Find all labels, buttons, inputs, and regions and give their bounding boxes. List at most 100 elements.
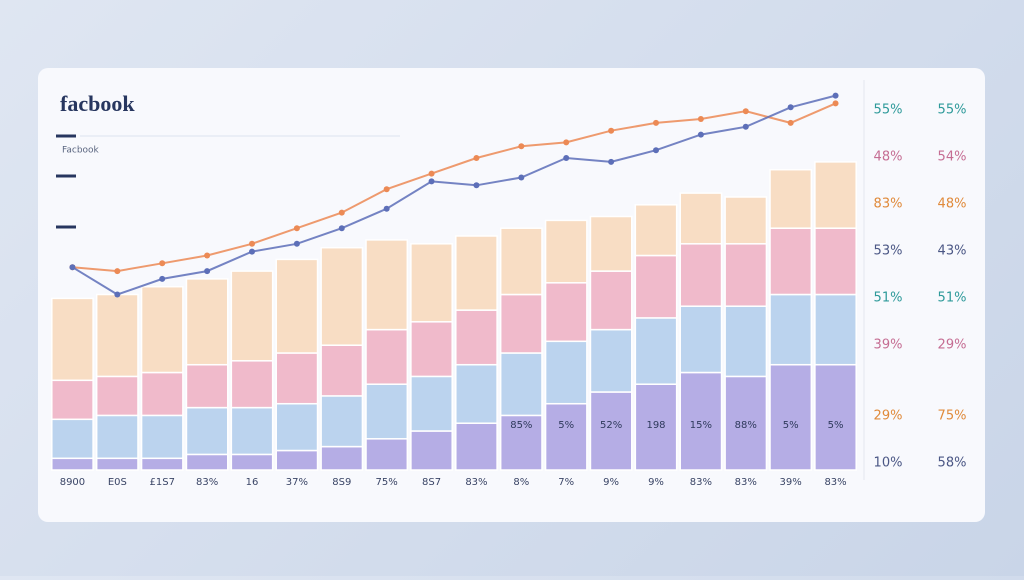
x-tick-label: 83% xyxy=(465,477,487,488)
line-series xyxy=(72,102,836,273)
line-point xyxy=(159,275,166,282)
side-label: 75% xyxy=(938,409,967,424)
bar-segment xyxy=(320,246,364,346)
line-point xyxy=(473,182,480,189)
x-tick-label: 75% xyxy=(376,477,398,488)
line-point xyxy=(383,205,390,212)
bar-segment xyxy=(499,352,543,417)
side-label: 51% xyxy=(938,291,967,306)
x-tick-label: 7% xyxy=(558,477,574,488)
side-label: 55% xyxy=(874,103,903,118)
line-point xyxy=(518,143,525,150)
value-label: 5% xyxy=(828,420,844,431)
bar-segment xyxy=(814,227,857,296)
line-point xyxy=(204,252,211,259)
bar-segment xyxy=(769,293,813,366)
x-tick-label: 16 xyxy=(246,477,259,488)
value-label: 198 xyxy=(646,420,665,431)
bar-segment xyxy=(499,227,543,296)
bar-segment xyxy=(544,402,588,471)
bar-segment xyxy=(769,168,813,229)
x-tick-label: 8S9 xyxy=(332,477,351,488)
bar-segment xyxy=(679,371,723,471)
line-point xyxy=(742,108,749,115)
side-label: 55% xyxy=(938,103,967,118)
bar-segment xyxy=(724,375,768,471)
bar-segment xyxy=(230,360,274,409)
bar-segment xyxy=(769,363,813,471)
bar-segment xyxy=(275,258,319,354)
side-label: 51% xyxy=(874,291,903,306)
chart-subtitle: Facbook xyxy=(62,146,100,156)
bar-segment xyxy=(455,363,498,424)
line-point xyxy=(653,147,659,154)
x-tick-label: 9% xyxy=(603,477,619,488)
x-tick-label: 83% xyxy=(735,477,757,488)
value-label: 52% xyxy=(600,420,622,431)
bar-segment xyxy=(365,383,409,440)
bar-segment xyxy=(544,340,588,405)
bar-segment xyxy=(51,457,94,471)
line-point xyxy=(473,155,480,161)
line-point xyxy=(742,123,749,130)
x-tick-label: 9% xyxy=(648,477,664,488)
bar-segment xyxy=(455,235,498,311)
bar-segment xyxy=(724,243,768,307)
bar-segment xyxy=(589,270,633,331)
line-point xyxy=(159,260,166,267)
side-label: 48% xyxy=(938,197,967,212)
value-label: 15% xyxy=(690,420,712,431)
line-point xyxy=(293,240,300,247)
bar-segment xyxy=(499,293,543,354)
line-point xyxy=(293,225,300,232)
bar-segment xyxy=(410,243,453,323)
bar-segment xyxy=(634,254,678,319)
bar-segment xyxy=(230,406,274,456)
line-point xyxy=(832,92,839,99)
bar-segment xyxy=(140,285,184,374)
bar-segment xyxy=(95,414,139,460)
bar-segment xyxy=(814,363,857,471)
bar-segment xyxy=(320,445,364,471)
line-point xyxy=(697,116,704,122)
bar-segment xyxy=(455,309,498,366)
bar-segment xyxy=(814,161,857,229)
bar-segment xyxy=(679,243,723,307)
bar-segment xyxy=(365,239,409,331)
line-point xyxy=(653,119,659,126)
line-point xyxy=(563,139,570,146)
bar-segment xyxy=(544,282,588,343)
x-tick-label: 8S7 xyxy=(422,477,441,488)
side-label: 29% xyxy=(874,409,903,424)
line-point xyxy=(114,291,121,298)
bar-segment xyxy=(95,293,139,378)
value-label: 5% xyxy=(783,420,799,431)
bar-segment xyxy=(140,457,184,471)
bar-segment xyxy=(769,227,813,296)
line-point xyxy=(832,100,839,107)
value-label: 88% xyxy=(735,420,757,431)
bar-segment xyxy=(499,414,543,471)
side-label: 53% xyxy=(874,244,903,259)
bar-segment xyxy=(634,317,678,385)
bar-segment xyxy=(679,305,723,374)
bar-segment xyxy=(365,328,409,385)
side-label: 54% xyxy=(938,150,967,165)
side-label: 83% xyxy=(874,197,903,212)
x-tick-label: 83% xyxy=(690,477,712,488)
line-point xyxy=(563,155,570,161)
bar-segment xyxy=(589,215,633,272)
bar-segment xyxy=(455,422,498,471)
line-point xyxy=(428,170,435,177)
bar-segment xyxy=(185,453,229,471)
side-label: 29% xyxy=(938,338,967,353)
bar-segment xyxy=(185,363,229,409)
value-label: 5% xyxy=(558,420,574,431)
value-label: 85% xyxy=(510,420,532,431)
line-point xyxy=(249,248,255,255)
bar-segment xyxy=(814,293,857,366)
x-tick-label: 83% xyxy=(196,477,218,488)
x-tick-label: 83% xyxy=(824,477,846,488)
bar-segment xyxy=(140,371,184,417)
